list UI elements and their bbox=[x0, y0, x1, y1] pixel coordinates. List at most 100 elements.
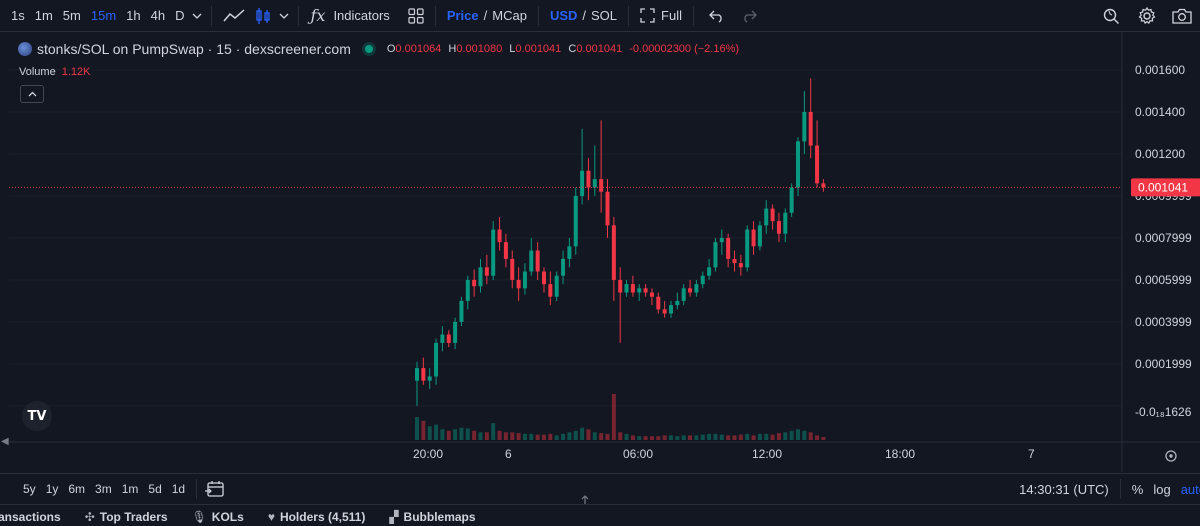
time-axis[interactable]: 20:00 6 06:00 12:00 18:00 7 bbox=[9, 441, 1200, 461]
candle-body bbox=[751, 229, 756, 247]
range-5y[interactable]: 5y bbox=[23, 482, 36, 496]
percent-scale-toggle[interactable]: % bbox=[1131, 481, 1144, 497]
volume-bar bbox=[751, 435, 756, 440]
candle-body bbox=[783, 212, 788, 234]
currency-toggle[interactable]: USD / SOL bbox=[545, 0, 622, 31]
chart-svg: 0.0016000.0014000.0012000.00099990.00079… bbox=[9, 32, 1200, 472]
time-tick-label: 12:00 bbox=[752, 447, 782, 461]
tab-bubblemaps-label: Bubblemaps bbox=[403, 510, 476, 524]
timeframe-1h[interactable]: 1h bbox=[126, 8, 141, 23]
tab-transactions-label: ansactions bbox=[0, 510, 61, 524]
candle-body bbox=[643, 288, 648, 293]
range-1d[interactable]: 1d bbox=[171, 482, 186, 496]
volume-bars bbox=[415, 394, 826, 440]
price-option[interactable]: Price bbox=[446, 8, 479, 23]
candle-body bbox=[605, 191, 610, 226]
candle-body bbox=[535, 250, 540, 272]
chart-area[interactable]: 0.0016000.0014000.0012000.00099990.00079… bbox=[9, 32, 1200, 472]
price-tick-label: -0.0₁₈1626 bbox=[1135, 405, 1192, 419]
candle-body bbox=[465, 279, 470, 301]
tab-holders-label: Holders (4,511) bbox=[279, 510, 366, 524]
volume-bar bbox=[611, 394, 616, 440]
volume-bar bbox=[738, 434, 743, 440]
volume-bar bbox=[707, 433, 712, 440]
range-1y[interactable]: 1y bbox=[45, 482, 59, 496]
volume-bar bbox=[440, 429, 445, 440]
timeframe-d[interactable]: D bbox=[175, 8, 185, 23]
range-1m[interactable]: 1m bbox=[121, 482, 139, 496]
close-value: 0.001041 bbox=[576, 43, 623, 55]
timeframe-1s[interactable]: 1s bbox=[11, 8, 25, 23]
candle-body bbox=[440, 334, 445, 343]
price-tick-label: 0.0003999 bbox=[1135, 315, 1192, 329]
auto-scale-toggle[interactable]: auto bbox=[1180, 481, 1200, 497]
candle-body bbox=[599, 179, 604, 192]
timeframe-1m[interactable]: 1m bbox=[34, 8, 53, 23]
candle-body bbox=[815, 145, 820, 184]
tradingview-logo[interactable]: TV bbox=[22, 401, 52, 431]
redo-icon[interactable] bbox=[736, 0, 762, 31]
collapse-legend-button[interactable] bbox=[20, 85, 44, 103]
go-to-date-icon[interactable] bbox=[205, 480, 225, 498]
fullscreen-button[interactable]: Full bbox=[635, 0, 687, 31]
candle-body bbox=[611, 225, 616, 280]
volume-bar bbox=[821, 436, 826, 440]
tab-top-traders[interactable]: ✣ Top Traders bbox=[73, 510, 180, 526]
mcap-option[interactable]: MCap bbox=[492, 8, 527, 23]
tab-holders[interactable]: ♥ Holders (4,511) bbox=[256, 510, 378, 526]
full-label: Full bbox=[661, 8, 682, 23]
tab-transactions[interactable]: ansactions bbox=[0, 510, 73, 526]
volume-bar bbox=[446, 430, 451, 440]
price-mcap-toggle[interactable]: Price / MCap bbox=[442, 0, 532, 31]
candle-body bbox=[694, 284, 699, 293]
screenshot-camera-icon[interactable] bbox=[1164, 0, 1200, 31]
timeframe-4h[interactable]: 4h bbox=[150, 8, 166, 23]
log-scale-toggle[interactable]: log bbox=[1153, 481, 1171, 497]
volume-bar bbox=[554, 435, 559, 440]
volume-value: 1.12K bbox=[61, 66, 91, 78]
volume-bar bbox=[802, 430, 807, 440]
utc-clock[interactable]: 14:30:31 (UTC) bbox=[1019, 481, 1109, 497]
price-axis[interactable]: 0.0016000.0014000.0012000.00099990.00079… bbox=[1121, 32, 1200, 472]
indicators-button[interactable]: ƒx Indicators bbox=[305, 0, 394, 31]
symbol-title[interactable]: stonks/SOL on PumpSwap · 15 · dexscreene… bbox=[37, 41, 351, 57]
volume-bar bbox=[561, 433, 566, 440]
undo-icon[interactable] bbox=[704, 0, 730, 31]
layout-grid-icon[interactable] bbox=[403, 0, 429, 31]
chevron-up-icon bbox=[28, 91, 36, 97]
tab-bubblemaps[interactable]: ▞ Bubblemaps bbox=[377, 510, 487, 526]
timeframe-15m[interactable]: 15m bbox=[90, 8, 117, 23]
axis-settings-icon[interactable] bbox=[1165, 450, 1177, 462]
range-3m[interactable]: 3m bbox=[95, 482, 112, 496]
volume-bar bbox=[656, 436, 661, 440]
volume-bar bbox=[649, 436, 654, 440]
settings-gear-icon[interactable] bbox=[1130, 0, 1164, 31]
candle-body bbox=[675, 300, 680, 306]
sol-option[interactable]: SOL bbox=[591, 8, 618, 23]
candle-body bbox=[503, 242, 508, 259]
volume-bar bbox=[662, 435, 667, 440]
collapse-left-arrow-icon[interactable]: ◀ bbox=[1, 436, 9, 447]
timeframe-5m[interactable]: 5m bbox=[62, 8, 81, 23]
candlestick-chart-icon[interactable] bbox=[250, 0, 276, 31]
timeframe-dropdown-icon[interactable] bbox=[189, 0, 205, 31]
tab-kols[interactable]: 🎙 KOLs bbox=[180, 510, 256, 526]
chart-type-dropdown-icon[interactable] bbox=[276, 0, 292, 31]
candle-body bbox=[821, 183, 826, 188]
divider bbox=[628, 5, 630, 26]
candle-body bbox=[592, 179, 597, 188]
volume-bar bbox=[808, 432, 813, 440]
range-6m[interactable]: 6m bbox=[68, 482, 86, 496]
usd-option[interactable]: USD bbox=[549, 8, 578, 23]
change-value: -0.00002300 (−2.16%) bbox=[629, 43, 740, 55]
range-5d[interactable]: 5d bbox=[148, 482, 162, 496]
low-key: L bbox=[509, 43, 516, 55]
indicators-label: Indicators bbox=[333, 8, 390, 23]
candle-body bbox=[453, 321, 458, 343]
volume-bar bbox=[630, 435, 635, 440]
quick-search-icon[interactable] bbox=[1092, 0, 1130, 31]
candle-body bbox=[776, 221, 781, 234]
bottom-tabs: ansactions ✣ Top Traders 🎙 KOLs ♥ Holders (… bbox=[0, 504, 1200, 526]
volume-bar bbox=[643, 436, 648, 440]
line-chart-icon[interactable] bbox=[218, 0, 250, 31]
